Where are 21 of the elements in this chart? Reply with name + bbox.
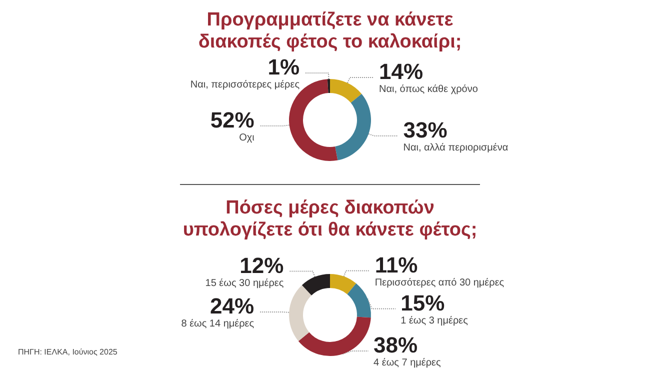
- data-label: 52%: [210, 107, 254, 132]
- slice-label: 15 έως 30 ημέρες: [205, 278, 284, 289]
- slice-label: Περισσότερες από 30 ημέρες: [374, 277, 504, 288]
- slice-label: Ναι, αλλά περιορισμένα: [403, 142, 508, 154]
- data-label: 12%: [240, 252, 284, 278]
- slice-label: Ναι, όπως κάθε χρόνο: [379, 84, 478, 95]
- data-label: 14%: [379, 58, 424, 84]
- chart-title: Πόσες μέρες διακοπών υπολογίζετε ότι θα κάνετε φέτος;: [182, 198, 478, 240]
- slice-label: 4 έως 7 ημέρες: [374, 358, 441, 368]
- data-label: 1%: [268, 54, 300, 80]
- text: ΠΗΓΗ: ΙΕΛΚΑ, Ιούνιος 2025: [18, 348, 118, 356]
- slice-label: 1 έως 3 ημέρες: [400, 315, 468, 326]
- data-label: 15%: [400, 290, 445, 316]
- chart-title: Προγραμματίζετε να κάνετε διακοπές φέτος το καλοκαίρι;: [198, 10, 462, 52]
- data-label: 24%: [210, 294, 254, 319]
- data-label: 11%: [374, 252, 418, 278]
- slice-label: Ναι, περισσότερες μέρες: [190, 80, 300, 91]
- slice-label: Οχι: [239, 132, 254, 144]
- data-label: 33%: [403, 117, 448, 142]
- data-label: 38%: [374, 332, 418, 358]
- slice-label: 8 έως 14 ημέρες: [181, 318, 254, 330]
